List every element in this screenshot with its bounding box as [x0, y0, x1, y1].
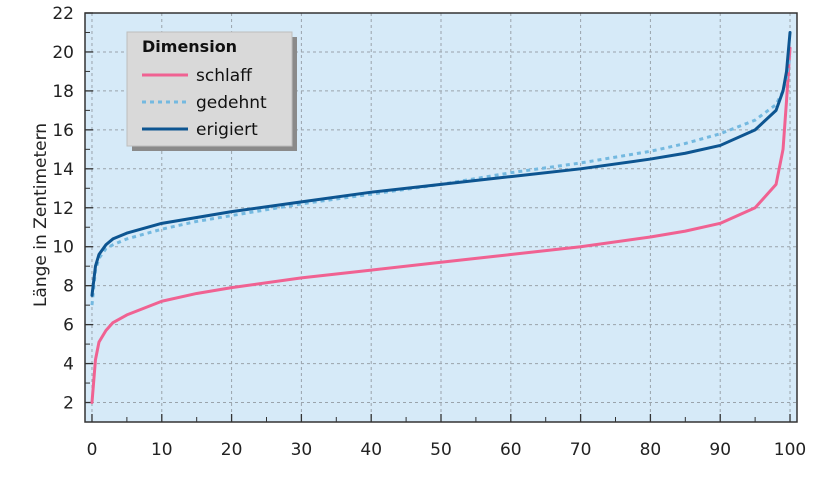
x-tick-label: 50 — [430, 440, 452, 460]
y-tick-label: 20 — [52, 43, 74, 63]
y-tick-label: 16 — [52, 121, 74, 141]
y-tick-label: 22 — [52, 4, 74, 24]
x-tick-label: 80 — [640, 440, 662, 460]
x-axis-tick-labels: 0 10 20 30 40 50 60 70 80 90 100 — [87, 440, 807, 460]
y-axis-tick-labels: 2 4 6 8 10 12 14 16 18 20 22 — [52, 4, 74, 414]
legend-label-erigiert: erigiert — [196, 120, 258, 140]
x-tick-label: 0 — [87, 440, 98, 460]
y-tick-label: 14 — [52, 160, 74, 180]
x-tick-label: 30 — [291, 440, 313, 460]
x-tick-label: 10 — [151, 440, 173, 460]
series-line-gedehnt — [90, 55, 792, 306]
y-tick-label: 6 — [63, 316, 74, 336]
series-line-schlaff — [90, 46, 792, 405]
x-tick-label: 60 — [500, 440, 522, 460]
legend-items: schlaff gedehnt erigiert — [142, 66, 267, 140]
y-tick-label: 10 — [52, 238, 74, 258]
y-tick-label: 8 — [63, 277, 74, 297]
plot-area — [84, 12, 798, 423]
legend-label-schlaff: schlaff — [196, 66, 253, 86]
x-tick-label: 90 — [709, 440, 731, 460]
y-tick-label: 12 — [52, 199, 74, 219]
y-tick-label: 4 — [63, 355, 74, 375]
x-tick-label: 70 — [570, 440, 592, 460]
legend-title: Dimension — [142, 37, 237, 56]
y-tick-label: 18 — [52, 82, 74, 102]
legend: Dimension schlaff gedehnt erigiert — [126, 31, 297, 151]
x-tick-label: 100 — [774, 440, 806, 460]
series-line-erigiert — [90, 30, 792, 297]
axis-ticks — [85, 12, 791, 422]
legend-background — [126, 31, 293, 147]
legend-label-gedehnt: gedehnt — [196, 93, 267, 113]
series-layer — [90, 30, 792, 405]
x-tick-label: 40 — [360, 440, 382, 460]
x-tick-label: 20 — [221, 440, 243, 460]
y-tick-label: 2 — [63, 394, 74, 414]
y-axis-label: Länge in Zentimetern — [31, 123, 51, 307]
